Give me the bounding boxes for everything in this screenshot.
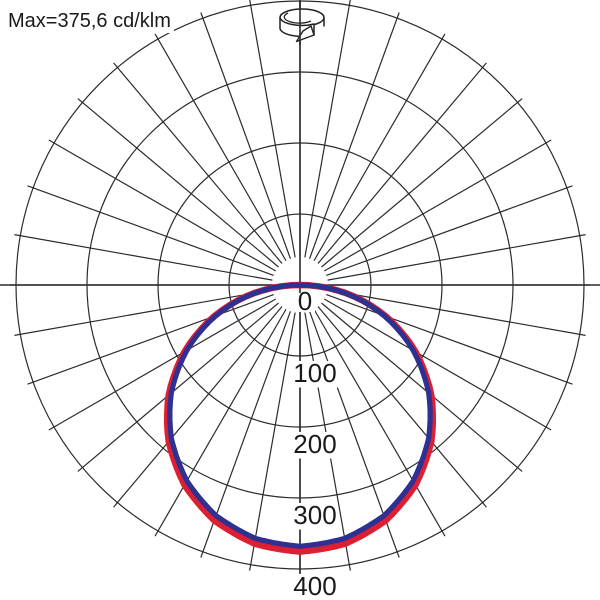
grid-spoke bbox=[313, 33, 446, 262]
grid-spoke bbox=[249, 0, 296, 258]
grid-spoke bbox=[309, 12, 400, 259]
grid-spoke bbox=[154, 33, 287, 262]
tick-label-background bbox=[292, 432, 338, 459]
radial-tick-label: 300 bbox=[293, 500, 336, 530]
grid-spoke bbox=[77, 98, 279, 268]
grid-spoke bbox=[27, 294, 274, 385]
tick-label-background bbox=[292, 361, 338, 388]
grid-spoke bbox=[326, 185, 573, 276]
icon-arrow-tip bbox=[295, 25, 315, 43]
tick-label-background bbox=[292, 574, 338, 600]
grid-spoke bbox=[317, 306, 487, 508]
radial-tick-label: 400 bbox=[293, 571, 336, 600]
grid-spoke bbox=[77, 302, 279, 472]
grid-spoke bbox=[327, 289, 586, 336]
grid-spoke bbox=[304, 0, 351, 258]
icon-inner-swirl bbox=[283, 12, 312, 24]
grid-spoke bbox=[326, 294, 573, 385]
grid-spoke bbox=[200, 12, 291, 259]
grid-spoke bbox=[154, 308, 287, 537]
max-intensity-label: Max=375,6 cd/klm bbox=[8, 10, 171, 32]
grid-spoke bbox=[249, 312, 296, 571]
grid-spoke bbox=[48, 298, 277, 431]
grid-spoke bbox=[113, 62, 283, 264]
radial-tick-label: 100 bbox=[293, 358, 336, 388]
grid-spoke bbox=[48, 139, 277, 272]
max-label-background bbox=[2, 5, 174, 33]
grid-spoke bbox=[317, 62, 487, 264]
grid-spoke bbox=[323, 298, 552, 431]
radial-tick-label: 200 bbox=[293, 429, 336, 459]
grid-spoke bbox=[321, 98, 523, 268]
intensity-curves bbox=[163, 281, 437, 555]
grid-spoke bbox=[321, 302, 523, 472]
grid-spoke bbox=[27, 185, 274, 276]
grid-spoke bbox=[313, 308, 446, 537]
luminaire-rotation-icon bbox=[279, 8, 325, 43]
grid-spoke bbox=[14, 234, 273, 281]
tick-label-background bbox=[296, 293, 315, 312]
grid-spoke bbox=[14, 289, 273, 336]
radial-tick-label: 0 bbox=[298, 286, 312, 316]
grid-spoke bbox=[113, 306, 283, 508]
blue-curve bbox=[167, 282, 433, 549]
grid-spoke bbox=[323, 139, 552, 272]
tick-label-background bbox=[292, 503, 338, 530]
radial-tick-labels: 0 100 200 300 400 bbox=[292, 286, 338, 600]
grid-spoke bbox=[327, 234, 586, 281]
